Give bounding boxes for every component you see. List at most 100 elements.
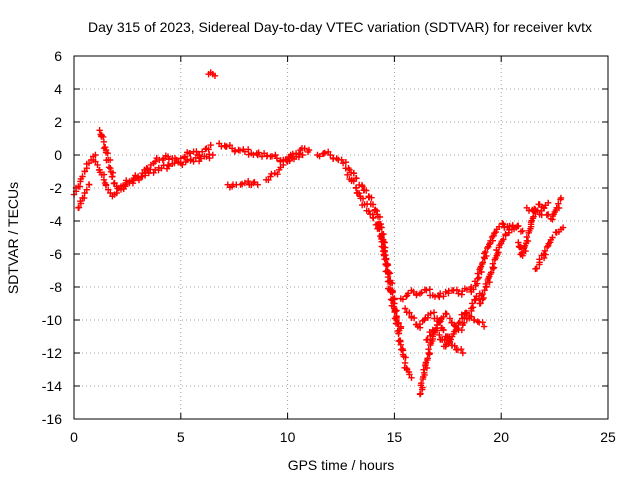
data-point <box>105 186 112 193</box>
data-point <box>254 181 261 188</box>
y-tick-label: 0 <box>54 147 62 163</box>
data-point <box>523 233 531 241</box>
data-point <box>94 161 101 169</box>
data-point <box>550 211 557 218</box>
series-arc-15 <box>476 222 522 307</box>
data-point <box>469 304 477 311</box>
data-point <box>417 390 424 397</box>
data-point <box>426 350 433 357</box>
data-point <box>440 293 447 300</box>
data-point <box>255 149 262 156</box>
data-point <box>430 309 438 316</box>
data-point <box>500 236 507 243</box>
data-point <box>418 289 425 296</box>
data-point <box>122 183 129 190</box>
data-point <box>363 187 370 194</box>
data-point <box>385 270 392 277</box>
data-point <box>463 286 471 293</box>
data-point <box>447 336 454 343</box>
y-tick-label: 2 <box>54 114 62 130</box>
data-point <box>399 296 407 303</box>
data-point <box>390 300 397 307</box>
series-arc-18 <box>523 199 552 219</box>
y-tick-label: -10 <box>42 312 62 328</box>
y-tick-label: -4 <box>50 213 63 229</box>
data-point <box>280 161 287 169</box>
x-tick-label: 25 <box>600 429 616 445</box>
data-point <box>100 138 108 145</box>
data-point <box>241 179 249 187</box>
data-point <box>423 364 431 372</box>
series-arc-7 <box>224 178 261 191</box>
x-tick-label: 20 <box>493 429 509 445</box>
data-point <box>152 158 159 165</box>
data-point <box>85 181 93 188</box>
series-arc-5 <box>205 69 219 79</box>
data-point <box>321 149 328 157</box>
data-point <box>437 290 444 297</box>
data-point <box>171 160 178 167</box>
data-point <box>427 310 434 317</box>
data-point <box>305 146 313 154</box>
data-point <box>193 148 200 155</box>
data-point <box>443 310 450 318</box>
data-point <box>165 156 173 163</box>
data-point <box>505 229 513 236</box>
data-point <box>165 162 173 170</box>
data-point <box>455 290 462 297</box>
data-point <box>436 331 443 339</box>
data-point <box>113 189 120 197</box>
x-tick-label: 15 <box>387 429 403 445</box>
data-point <box>427 339 435 347</box>
data-point <box>422 359 430 366</box>
data-point <box>474 270 481 277</box>
data-point <box>111 179 118 187</box>
data-point <box>424 336 431 343</box>
data-point <box>490 232 497 239</box>
data-point <box>545 199 552 206</box>
data-point <box>365 207 372 215</box>
data-point <box>268 153 276 160</box>
data-point <box>480 323 488 330</box>
data-point <box>488 269 495 276</box>
data-point <box>406 309 413 316</box>
data-point <box>459 349 466 357</box>
data-point <box>479 259 486 266</box>
data-point <box>458 326 465 334</box>
data-point <box>489 260 497 267</box>
data-point <box>401 305 409 312</box>
data-point <box>301 145 308 152</box>
data-point <box>424 355 431 362</box>
data-point <box>510 225 518 233</box>
data-point <box>288 155 296 162</box>
data-point <box>394 320 401 328</box>
data-point <box>100 176 108 183</box>
data-point <box>92 158 99 165</box>
data-point <box>143 165 150 172</box>
data-point <box>545 211 552 218</box>
data-point <box>475 274 483 281</box>
data-point <box>327 151 334 159</box>
series-arc-8 <box>263 145 313 184</box>
data-point <box>458 346 465 353</box>
data-point <box>77 198 84 205</box>
data-point <box>470 286 477 293</box>
data-point <box>440 326 447 334</box>
data-point <box>405 290 412 297</box>
data-point <box>206 155 213 162</box>
y-tick-label: -14 <box>42 378 62 394</box>
data-point <box>497 240 505 247</box>
y-tick-label: -16 <box>42 411 62 427</box>
data-point <box>454 325 461 332</box>
data-point <box>541 247 549 254</box>
data-point <box>456 319 463 326</box>
data-point <box>426 286 433 293</box>
data-point <box>521 242 529 249</box>
x-tick-label: 0 <box>70 429 78 445</box>
y-tick-label: -6 <box>50 246 63 262</box>
data-point <box>445 340 452 347</box>
data-point <box>352 184 360 192</box>
data-point <box>207 141 214 149</box>
data-point <box>479 290 486 298</box>
data-point <box>342 159 350 166</box>
